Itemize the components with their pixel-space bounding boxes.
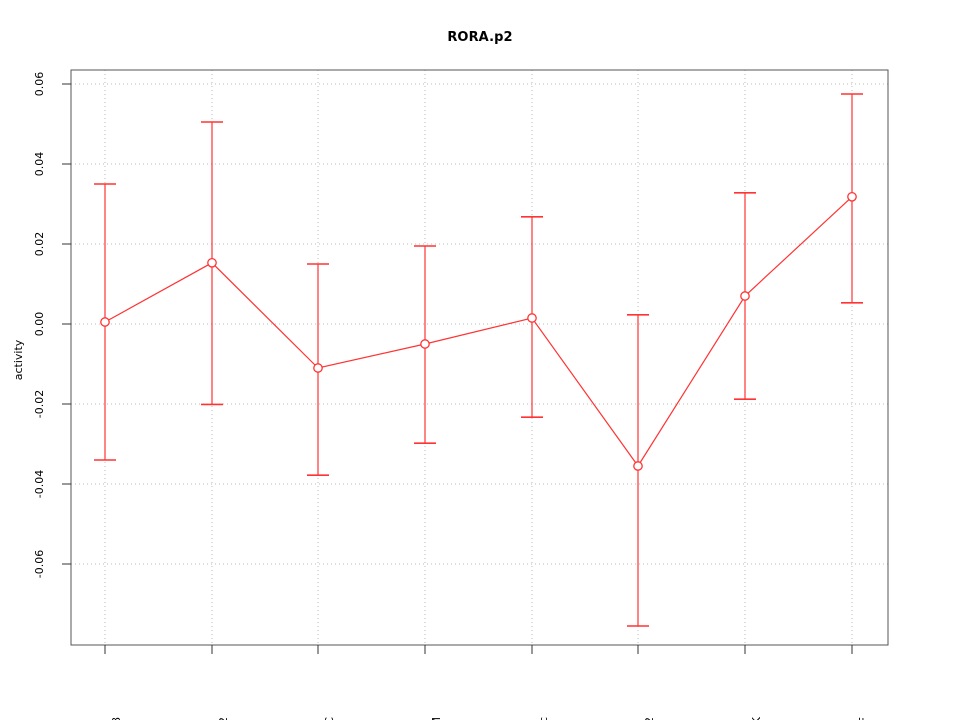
data-point-marker — [847, 191, 857, 202]
series-line — [104, 196, 853, 468]
data-point-marker — [633, 461, 643, 471]
y-tick-label: -0.02 — [33, 389, 46, 419]
plot-border — [70, 69, 889, 646]
grid-lines — [71, 70, 888, 645]
y-tick-label: 0.02 — [33, 231, 46, 257]
y-tick-label: 0.04 — [33, 151, 46, 177]
data-point-marker — [527, 313, 537, 323]
y-tick-label: 0.06 — [33, 71, 46, 97]
chart-title: RORA.p2 — [447, 30, 513, 45]
data-point-marker — [420, 339, 430, 349]
data-point-marker — [100, 317, 110, 327]
data-series — [94, 93, 863, 627]
data-point-marker — [207, 257, 217, 268]
plot-axes — [62, 69, 889, 654]
data-point-marker — [313, 363, 323, 373]
y-tick-label: 0.00 — [33, 311, 46, 337]
data-point-marker — [740, 291, 750, 301]
y-tick-label: -0.04 — [33, 469, 46, 499]
y-tick-label: -0.06 — [33, 549, 46, 579]
